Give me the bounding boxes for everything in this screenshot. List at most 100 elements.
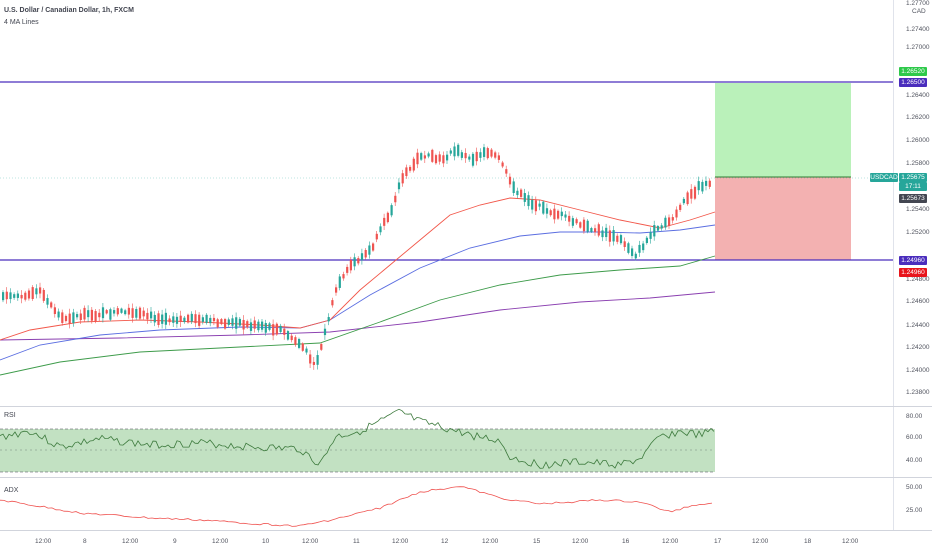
candle	[50, 302, 53, 308]
candle	[479, 152, 482, 158]
rsi-chart[interactable]	[0, 407, 893, 477]
candle	[320, 343, 323, 350]
ma-red-line	[0, 197, 716, 341]
time-label: 12:00	[35, 538, 52, 545]
price-tick: 1.26000	[906, 137, 930, 144]
adx-pane[interactable]: ADX	[0, 477, 932, 531]
candle	[161, 314, 164, 324]
price-tick: 1.27000	[906, 44, 930, 51]
candle	[120, 308, 123, 313]
rsi-label[interactable]: RSI	[4, 412, 16, 419]
candle	[164, 312, 167, 325]
candle	[405, 167, 408, 177]
candle	[605, 227, 608, 238]
candle	[113, 310, 116, 314]
adx-chart[interactable]	[0, 478, 893, 531]
candle	[475, 151, 478, 162]
candle	[427, 153, 430, 157]
candle	[582, 219, 586, 232]
symbol-title[interactable]: U.S. Dollar / Canadian Dollar, 1h, FXCM	[4, 7, 134, 14]
candle	[360, 253, 364, 261]
candle	[560, 211, 563, 217]
candle	[42, 289, 45, 301]
candle	[253, 320, 256, 329]
time-label: 15	[533, 538, 541, 545]
candle	[142, 310, 145, 317]
time-label: 12:00	[752, 538, 769, 545]
candle	[645, 237, 648, 244]
time-label: 12:00	[662, 538, 679, 545]
candle	[194, 314, 197, 324]
price-tick: 1.24600	[906, 298, 930, 305]
candle	[268, 323, 271, 330]
candle	[298, 338, 301, 348]
price-axis[interactable]: 1.27700 CAD 1.27400 1.27000 1.26400 1.26…	[893, 0, 932, 530]
candle	[357, 258, 360, 264]
time-label: 16	[622, 538, 630, 545]
candle	[442, 155, 445, 164]
candle	[390, 205, 393, 216]
time-label: 12:00	[302, 538, 319, 545]
candle	[531, 199, 534, 210]
candle	[508, 176, 512, 185]
price-chart[interactable]	[0, 0, 932, 405]
candle	[275, 323, 278, 335]
candle	[327, 317, 330, 322]
candle	[24, 292, 27, 300]
candle	[124, 310, 127, 315]
candle	[5, 291, 8, 300]
candle	[90, 309, 93, 321]
candle	[649, 232, 652, 239]
candle	[401, 173, 404, 184]
time-label: 12	[441, 538, 449, 545]
candle	[198, 314, 201, 326]
candle	[368, 245, 371, 255]
candle	[468, 156, 471, 160]
candle	[46, 298, 49, 305]
countdown-tag: 17:11	[899, 182, 927, 191]
candle	[383, 217, 386, 226]
candle	[379, 226, 382, 233]
candle	[608, 230, 611, 242]
indicator-label[interactable]: 4 MA Lines	[4, 19, 39, 26]
candle	[668, 217, 671, 226]
candle	[664, 217, 667, 228]
time-axis[interactable]: 12:00 8 12:00 9 12:00 10 12:00 11 12:00 …	[0, 530, 932, 550]
candle	[586, 220, 589, 232]
candle	[375, 233, 378, 240]
candle	[642, 243, 645, 251]
candle	[101, 307, 105, 319]
candle	[416, 152, 419, 165]
candle	[205, 314, 208, 323]
candle	[238, 318, 241, 326]
candle	[483, 147, 486, 157]
candle	[235, 317, 238, 329]
candle	[105, 310, 108, 314]
candle	[264, 322, 267, 333]
candle	[335, 287, 338, 293]
candle	[272, 324, 275, 336]
candle	[612, 230, 615, 242]
profit-zone	[715, 83, 851, 177]
candle	[146, 312, 149, 320]
rsi-pane[interactable]: RSI	[0, 406, 932, 477]
candle	[675, 209, 678, 218]
candle	[549, 210, 552, 216]
candle	[623, 241, 626, 248]
candle	[542, 201, 545, 214]
loss-zone	[715, 177, 851, 260]
candle	[557, 210, 560, 219]
candle	[294, 337, 297, 345]
candle	[61, 312, 64, 323]
candle	[53, 307, 56, 315]
candle	[686, 192, 689, 205]
price-tick: 1.27400	[906, 26, 930, 33]
price-pane[interactable]: U.S. Dollar / Canadian Dollar, 1h, FXCM …	[0, 0, 932, 405]
candle	[168, 318, 171, 323]
time-label: 12:00	[482, 538, 499, 545]
candle	[98, 312, 101, 318]
adx-label[interactable]: ADX	[4, 487, 19, 494]
candle	[394, 195, 397, 203]
candle	[227, 319, 230, 325]
